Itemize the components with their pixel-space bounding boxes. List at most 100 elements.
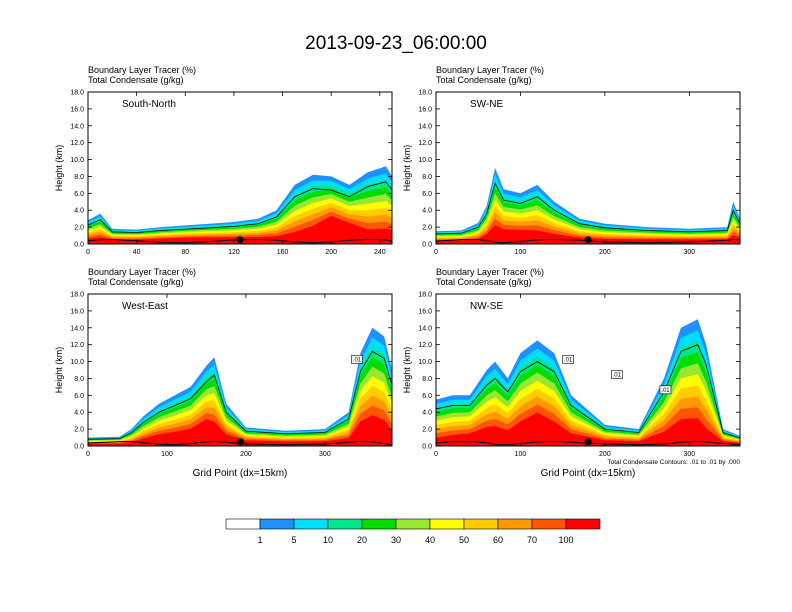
- y-tick-label: 18.0: [418, 292, 432, 299]
- condensate-contour: [436, 344, 740, 439]
- colorbar-swatch: [565, 518, 601, 530]
- colorbar-swatch: [361, 518, 397, 530]
- x-tick-label: 160: [277, 249, 289, 256]
- x-tick-label: 100: [515, 451, 527, 458]
- colorbar-label: 20: [357, 535, 367, 545]
- tracer-layer-100: [88, 415, 392, 446]
- contour-label: .01: [564, 357, 573, 363]
- y-axis-title: Height (km): [54, 145, 64, 192]
- y-tick-label: 6.0: [422, 191, 432, 198]
- plot-frame-south-north: [87, 91, 393, 245]
- condensate-contour: [436, 182, 740, 235]
- y-tick-label: 18.0: [70, 292, 84, 299]
- panel-subtitle-condensate: Total Condensate (g/kg): [88, 75, 184, 85]
- condensate-contour: [88, 350, 392, 440]
- contour-label: .01: [613, 373, 622, 379]
- x-tick-label: 100: [515, 249, 527, 256]
- surface-point-marker: [584, 438, 592, 446]
- y-tick-label: 2.0: [74, 225, 84, 232]
- x-tick-label: 240: [374, 249, 386, 256]
- colorbar-label: 100: [558, 535, 573, 545]
- y-tick-label: 2.0: [422, 225, 432, 232]
- colorbar-label: 30: [391, 535, 401, 545]
- y-tick-label: 14.0: [70, 325, 84, 332]
- panel-subtitle-tracer: Boundary Layer Tracer (%): [88, 65, 196, 75]
- x-axis-title: Grid Point (dx=15km): [541, 468, 636, 479]
- contour-label-box: [562, 355, 574, 364]
- terrain-line: [436, 440, 740, 446]
- colorbar-swatch: [497, 518, 533, 530]
- y-tick-label: 0.0: [422, 242, 432, 249]
- colorbar-label: 1: [257, 535, 262, 545]
- y-axis-title: Height (km): [402, 145, 412, 192]
- figure-title: 2013-09-23_06:00:00: [305, 33, 487, 54]
- y-tick-label: 4.0: [74, 410, 84, 417]
- x-tick-label: 200: [325, 249, 337, 256]
- x-tick-label: 0: [434, 249, 438, 256]
- condensate-contour: [88, 181, 392, 233]
- y-axis-title: Height (km): [402, 347, 412, 394]
- colorbar-swatch: [395, 518, 431, 530]
- x-tick-label: 0: [86, 249, 90, 256]
- contour-label-box: [659, 385, 672, 395]
- x-tick-label: 200: [240, 451, 252, 458]
- surface-point-marker: [236, 438, 244, 446]
- panel-subtitle-condensate: Total Condensate (g/kg): [88, 277, 184, 287]
- y-tick-label: 10.0: [418, 359, 432, 366]
- y-tick-label: 0.0: [74, 242, 84, 249]
- y-tick-label: 12.0: [418, 342, 432, 349]
- y-tick-label: 2.0: [422, 427, 432, 434]
- contour-footnote: Total Condensate Contours: .01 to .01 by…: [607, 459, 740, 466]
- colorbar-label: 40: [425, 535, 435, 545]
- x-tick-label: 300: [683, 451, 695, 458]
- panel-label-south-north: South-North: [122, 99, 176, 110]
- colorbar-swatch: [531, 518, 567, 530]
- x-tick-label: 120: [228, 249, 240, 256]
- colorbar-label: 70: [527, 535, 537, 545]
- colorbar-label: 60: [493, 535, 503, 545]
- y-tick-label: 6.0: [74, 393, 84, 400]
- panel-subtitle-tracer: Boundary Layer Tracer (%): [436, 267, 544, 277]
- panel-subtitle-condensate: Total Condensate (g/kg): [436, 277, 532, 287]
- y-tick-label: 12.0: [418, 140, 432, 147]
- x-tick-label: 300: [319, 451, 331, 458]
- colorbar-swatch: [293, 518, 329, 530]
- colorbar-swatch: [429, 518, 465, 530]
- contour-label-box: [611, 370, 623, 379]
- x-tick-label: 200: [599, 451, 611, 458]
- panel-label-nw-se: NW-SE: [470, 301, 503, 312]
- y-tick-label: 6.0: [74, 191, 84, 198]
- x-tick-label: 100: [161, 451, 173, 458]
- y-tick-label: 8.0: [422, 174, 432, 181]
- y-tick-label: 10.0: [70, 157, 84, 164]
- plot-area-nw-se: .01 .01 .01: [436, 319, 740, 446]
- terrain-line: [88, 440, 392, 446]
- colorbar-swatch: [225, 518, 261, 530]
- x-tick-label: 300: [683, 249, 695, 256]
- colorbar-label: 5: [291, 535, 296, 545]
- y-tick-label: 16.0: [418, 106, 432, 113]
- plot-area-sw-ne: [436, 168, 740, 244]
- y-tick-label: 6.0: [422, 393, 432, 400]
- tracer-layer-100: [436, 412, 740, 446]
- y-tick-label: 10.0: [70, 359, 84, 366]
- y-tick-label: 8.0: [74, 174, 84, 181]
- y-tick-label: 2.0: [74, 427, 84, 434]
- y-tick-label: 4.0: [422, 208, 432, 215]
- y-tick-label: 8.0: [422, 376, 432, 383]
- y-tick-label: 14.0: [70, 123, 84, 130]
- colorbar-swatch: [259, 518, 295, 530]
- y-tick-label: 14.0: [418, 123, 432, 130]
- y-tick-label: 10.0: [418, 157, 432, 164]
- y-tick-label: 0.0: [422, 444, 432, 451]
- y-tick-label: 4.0: [74, 208, 84, 215]
- y-axis-title: Height (km): [54, 347, 64, 394]
- contour-label: .01: [353, 357, 362, 363]
- colorbar-swatch: [327, 518, 363, 530]
- plot-frame-nw-se: [435, 293, 741, 447]
- y-tick-label: 18.0: [418, 90, 432, 97]
- terrain-line: [436, 238, 740, 244]
- y-tick-label: 16.0: [418, 308, 432, 315]
- x-tick-label: 80: [181, 249, 189, 256]
- y-tick-label: 18.0: [70, 90, 84, 97]
